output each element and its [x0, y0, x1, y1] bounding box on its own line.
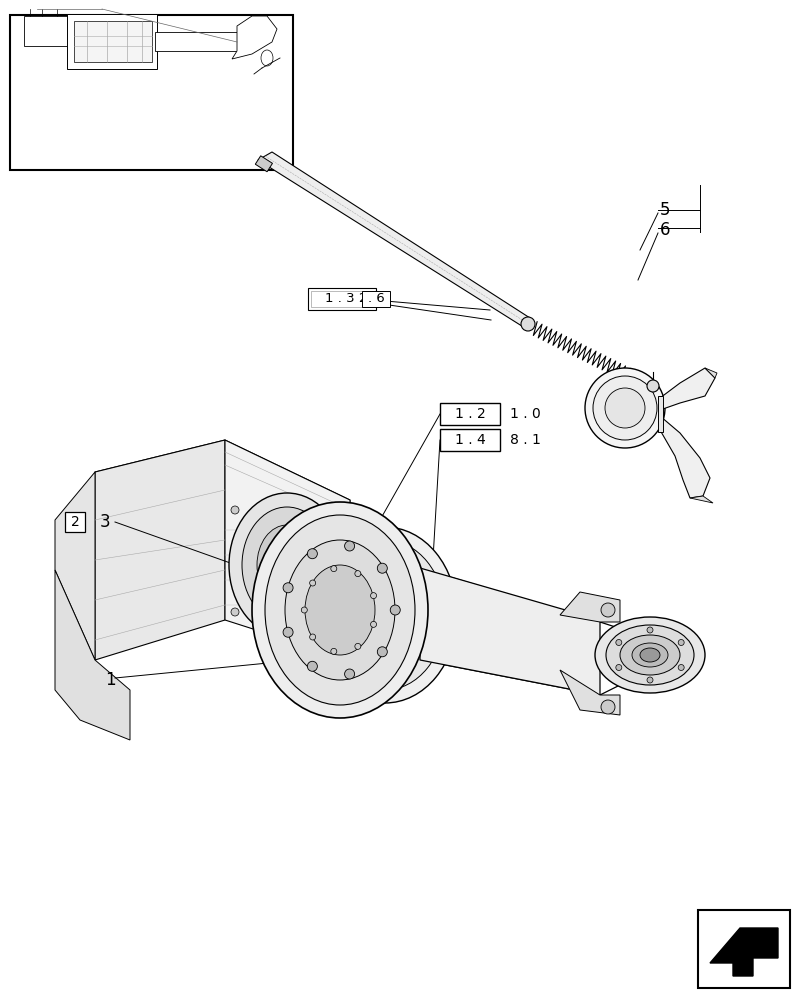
Bar [362, 291, 390, 307]
Ellipse shape [521, 317, 535, 331]
Polygon shape [660, 368, 715, 410]
Ellipse shape [377, 563, 387, 573]
Ellipse shape [257, 525, 317, 605]
Ellipse shape [252, 502, 428, 718]
Ellipse shape [647, 677, 653, 683]
Ellipse shape [325, 540, 445, 690]
Bar [440, 403, 500, 425]
Ellipse shape [336, 608, 344, 616]
Ellipse shape [336, 506, 344, 514]
Bar [10, 15, 293, 170]
Polygon shape [660, 416, 710, 498]
Ellipse shape [307, 549, 318, 559]
Ellipse shape [229, 493, 345, 637]
Ellipse shape [330, 566, 337, 572]
Ellipse shape [355, 571, 361, 577]
Ellipse shape [605, 388, 645, 428]
Ellipse shape [606, 625, 694, 685]
Ellipse shape [585, 368, 665, 448]
Polygon shape [710, 928, 778, 976]
Bar [440, 429, 500, 451]
Bar [308, 288, 376, 310]
Polygon shape [420, 568, 600, 695]
Text: 3: 3 [99, 513, 111, 531]
Polygon shape [95, 440, 350, 525]
Text: 8 . 1: 8 . 1 [510, 433, 541, 447]
Ellipse shape [309, 580, 316, 586]
Text: 1 . 0: 1 . 0 [510, 407, 541, 421]
Polygon shape [225, 440, 350, 660]
Text: 1 . 2: 1 . 2 [455, 407, 486, 421]
Ellipse shape [647, 627, 653, 633]
Ellipse shape [301, 607, 307, 613]
Ellipse shape [616, 664, 622, 670]
Ellipse shape [620, 635, 680, 675]
Ellipse shape [371, 621, 377, 627]
Ellipse shape [313, 527, 457, 703]
Polygon shape [232, 16, 277, 59]
Ellipse shape [309, 634, 316, 640]
Ellipse shape [231, 608, 239, 616]
Ellipse shape [678, 640, 684, 646]
Polygon shape [67, 14, 157, 69]
Ellipse shape [330, 648, 337, 654]
Ellipse shape [344, 541, 355, 551]
Ellipse shape [601, 700, 615, 714]
Text: 1 . 3 2: 1 . 3 2 [325, 292, 368, 306]
Polygon shape [705, 368, 717, 378]
Ellipse shape [285, 540, 395, 680]
Ellipse shape [632, 643, 668, 667]
Polygon shape [24, 16, 70, 46]
Polygon shape [74, 21, 152, 62]
Ellipse shape [616, 640, 622, 646]
Text: 1: 1 [105, 671, 116, 689]
Ellipse shape [647, 380, 659, 392]
Ellipse shape [345, 565, 425, 665]
Ellipse shape [305, 565, 375, 655]
Polygon shape [560, 670, 620, 715]
Text: 5: 5 [660, 201, 671, 219]
Text: . 6: . 6 [368, 292, 385, 306]
Polygon shape [95, 440, 225, 660]
Polygon shape [55, 472, 95, 660]
Bar [698, 910, 790, 988]
Polygon shape [258, 152, 530, 328]
Ellipse shape [595, 617, 705, 693]
Text: 6: 6 [660, 221, 671, 239]
Polygon shape [155, 32, 237, 51]
Bar [65, 512, 85, 532]
Ellipse shape [678, 664, 684, 670]
Polygon shape [658, 396, 663, 432]
Ellipse shape [601, 603, 615, 617]
Polygon shape [690, 496, 713, 503]
Ellipse shape [231, 506, 239, 514]
Ellipse shape [640, 648, 660, 662]
Ellipse shape [390, 605, 400, 615]
Polygon shape [255, 156, 272, 172]
Ellipse shape [344, 669, 355, 679]
Ellipse shape [283, 627, 293, 637]
Ellipse shape [242, 507, 332, 623]
Text: 1 . 4: 1 . 4 [455, 433, 486, 447]
Ellipse shape [283, 583, 293, 593]
Ellipse shape [307, 661, 318, 671]
Ellipse shape [265, 515, 415, 705]
Ellipse shape [593, 376, 657, 440]
Ellipse shape [371, 593, 377, 599]
Polygon shape [560, 592, 620, 622]
Polygon shape [55, 570, 130, 740]
Ellipse shape [336, 558, 344, 566]
Ellipse shape [231, 558, 239, 566]
Ellipse shape [355, 643, 361, 649]
Bar [311, 291, 373, 307]
Text: 2: 2 [70, 515, 79, 529]
Ellipse shape [377, 647, 387, 657]
